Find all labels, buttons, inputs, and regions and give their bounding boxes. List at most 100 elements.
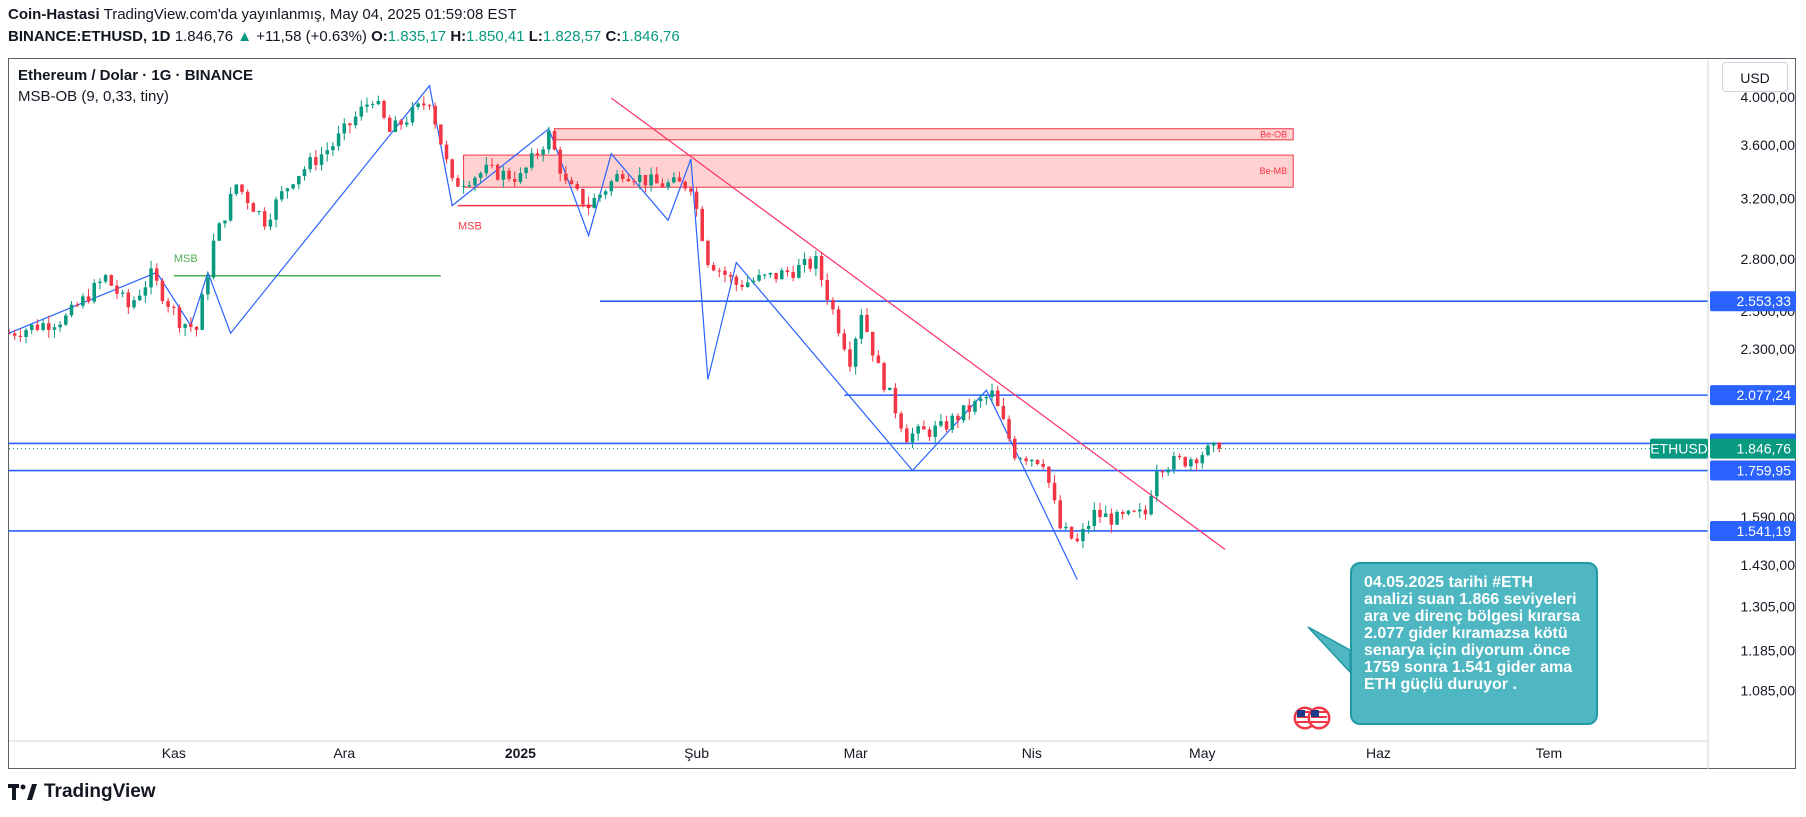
candle-body [700,208,704,241]
author-name[interactable]: Coin-Hastasi [8,6,100,23]
candle-body [279,191,284,200]
candle-body [297,176,301,185]
candle-body [92,283,96,302]
level-price-tag [1710,291,1796,312]
candle-body [569,180,574,184]
candle-body [422,103,426,106]
x-tick-label[interactable]: Ara [333,745,355,761]
candle-body [103,275,108,282]
candle-body [552,131,557,150]
candle-body [745,282,750,287]
candle-body [524,167,528,174]
x-tick-label[interactable]: Tem [1536,745,1562,761]
symbol-label: BINANCE:ETHUSD, 1D [8,28,171,45]
candle-body [439,124,443,145]
candle-body [1064,526,1068,529]
candle-body [29,324,34,331]
last-price-tag [1710,438,1796,459]
candle-body [467,185,472,187]
candle-body [427,105,432,107]
chart-frame[interactable] [8,58,1796,769]
candle-body [211,240,216,278]
candle-body [870,331,875,356]
change-arrow-icon: ▲ [237,28,253,45]
candle-body [1126,510,1131,514]
candle-body [1155,471,1159,497]
candle-body [450,159,454,179]
candle-body [876,355,881,364]
x-tick-label[interactable]: Kas [162,745,186,761]
candle-body [81,296,85,306]
candle-body [530,153,534,168]
level-price-label: 2.077,24 [1737,387,1792,403]
candle-body [592,198,597,209]
candle-body [1143,509,1148,515]
tradingview-logo[interactable]: TradingView [8,781,156,803]
candle-body [842,333,847,350]
candle-body [200,294,204,330]
candle-body [711,264,716,271]
candle-body [575,183,579,189]
candle-body [240,184,244,192]
indicator-legend[interactable]: MSB-OB (9, 0,33, tiny) [18,88,169,105]
candle-body [268,219,273,227]
candle-body [586,204,591,209]
candle-body [626,178,631,182]
candle-body [172,306,176,308]
candle-body [137,295,142,301]
level-price-label: 1.759,95 [1737,463,1792,479]
msb-label: MSB [458,221,482,233]
candle-body [541,149,545,155]
candle-body [257,211,261,213]
candle-body [683,181,687,189]
candle-body [234,184,239,194]
candle-body [535,153,540,155]
candle-body [501,170,506,180]
candle-body [1024,458,1028,462]
candle-body [166,301,170,307]
downtrend-line [610,97,1226,550]
candle-body [848,349,852,367]
y-tick-label: 3.600,00 [1741,137,1796,153]
y-tick-label: 4.000,00 [1741,89,1796,105]
currency-button[interactable]: USD [1722,62,1788,92]
candle-body [444,144,449,160]
candle-body [558,149,562,174]
candle-body [359,106,364,117]
x-tick-label[interactable]: May [1189,745,1215,761]
candle-body [262,211,267,227]
chart-legend-title[interactable]: Ethereum / Dolar · 1G · BINANCE [18,67,254,84]
candle-body [973,401,977,412]
us-flag-icon[interactable] [1292,705,1332,731]
tradingview-logo-icon [8,784,37,800]
level-price-tag [1710,520,1796,541]
candle-body [507,170,511,179]
candle-body [325,150,329,155]
publish-info: Coin-Hastasi TradingView.com'da yayınlan… [8,6,517,23]
candle-body [655,174,659,184]
candle-body [1149,496,1153,515]
x-tick-label[interactable]: Şub [684,745,709,761]
close-key: C: [605,28,622,45]
y-tick-label: 1.590,00 [1741,509,1796,525]
x-tick-label[interactable]: Mar [844,745,868,761]
order-block-zone [463,154,1294,188]
x-tick-label[interactable]: 2025 [505,745,536,761]
open-key: O: [371,28,388,45]
x-tick-label[interactable]: Nis [1022,745,1042,761]
analysis-note[interactable]: 04.05.2025 tarihi #ETH analizi suan 1.86… [1350,562,1598,725]
x-tick-label[interactable]: Haz [1366,745,1391,761]
candle-body [734,276,739,285]
candle-body [86,296,91,302]
candle-body [410,106,415,123]
candle-body [995,390,1000,407]
low-key: L: [528,28,543,45]
candle-body [478,173,483,178]
candle-body [956,415,960,421]
level-price-label: 2.553,33 [1737,293,1792,309]
candle-body [916,426,920,434]
msb-label: MSB [174,253,198,265]
candle-body [990,390,994,398]
candle-body [154,268,159,281]
